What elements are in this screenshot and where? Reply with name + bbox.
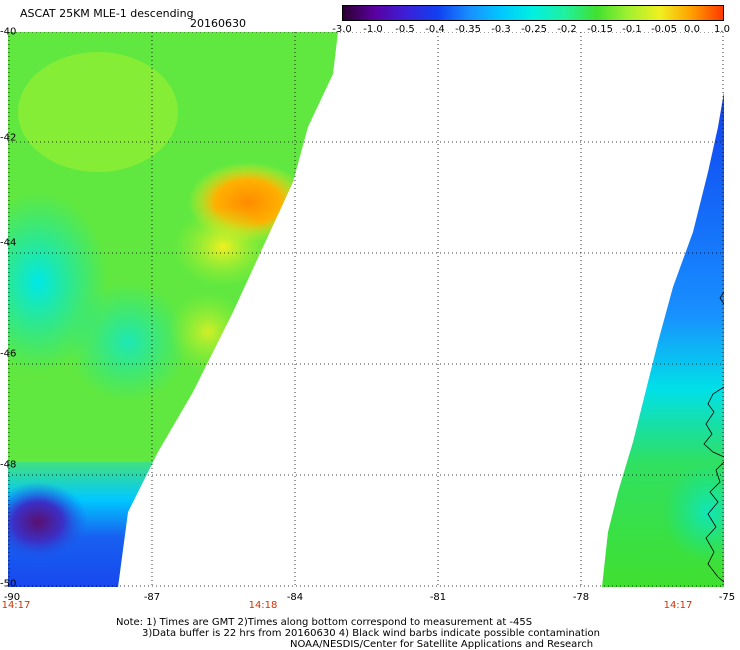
note-line-2: 3)Data buffer is 22 hrs from 20160630 4)… xyxy=(142,628,600,639)
coastline xyxy=(703,291,724,583)
product-date: 20160630 xyxy=(190,17,246,30)
time-label-left: 14:17 xyxy=(1,600,31,611)
scale-label: -0.05 xyxy=(651,24,677,35)
scale-label: 1.0 xyxy=(714,24,730,35)
color-scale-labels: -3.0 -1.0 -0.5 -0.4 -0.35 -0.3 -0.25 -0.… xyxy=(330,24,740,38)
scale-label: -0.35 xyxy=(455,24,481,35)
time-label-middle: 14:18 xyxy=(248,600,278,611)
product-title: ASCAT 25KM MLE-1 descending xyxy=(20,7,194,20)
scale-label: -0.5 xyxy=(395,24,415,35)
scale-label: -0.2 xyxy=(557,24,577,35)
color-scale-gradient xyxy=(343,6,723,20)
color-scale-bar xyxy=(342,5,724,21)
note-line-3: NOAA/NESDIS/Center for Satellite Applica… xyxy=(290,639,594,650)
swath-map xyxy=(8,32,724,587)
scale-label: -0.15 xyxy=(587,24,613,35)
lon-label: -87 xyxy=(143,592,161,603)
lon-label: -90 xyxy=(3,592,21,603)
right-swath xyxy=(602,92,724,587)
left-swath xyxy=(8,32,338,587)
lat-label: -50 xyxy=(0,578,17,590)
lat-label: -42 xyxy=(0,132,17,144)
note-line-1: Note: 1) Times are GMT 2)Times along bot… xyxy=(116,617,533,628)
lon-label: -78 xyxy=(572,592,590,603)
time-label-right: 14:17 xyxy=(663,600,693,611)
lat-label: -48 xyxy=(0,459,17,471)
lon-label: -81 xyxy=(429,592,447,603)
scale-label: 0.0 xyxy=(684,24,700,35)
scale-label: -1.0 xyxy=(363,24,383,35)
lon-label: -84 xyxy=(286,592,304,603)
scale-label: -0.4 xyxy=(425,24,445,35)
scale-label: -0.25 xyxy=(521,24,547,35)
lat-label: -44 xyxy=(0,237,17,249)
lat-label: -40 xyxy=(0,26,17,38)
lat-label: -46 xyxy=(0,348,17,360)
scale-label: -0.1 xyxy=(622,24,642,35)
scale-label: -3.0 xyxy=(332,24,352,35)
scale-label: -0.3 xyxy=(491,24,511,35)
lat-lon-grid xyxy=(8,32,724,587)
lon-label: -75 xyxy=(718,592,736,603)
